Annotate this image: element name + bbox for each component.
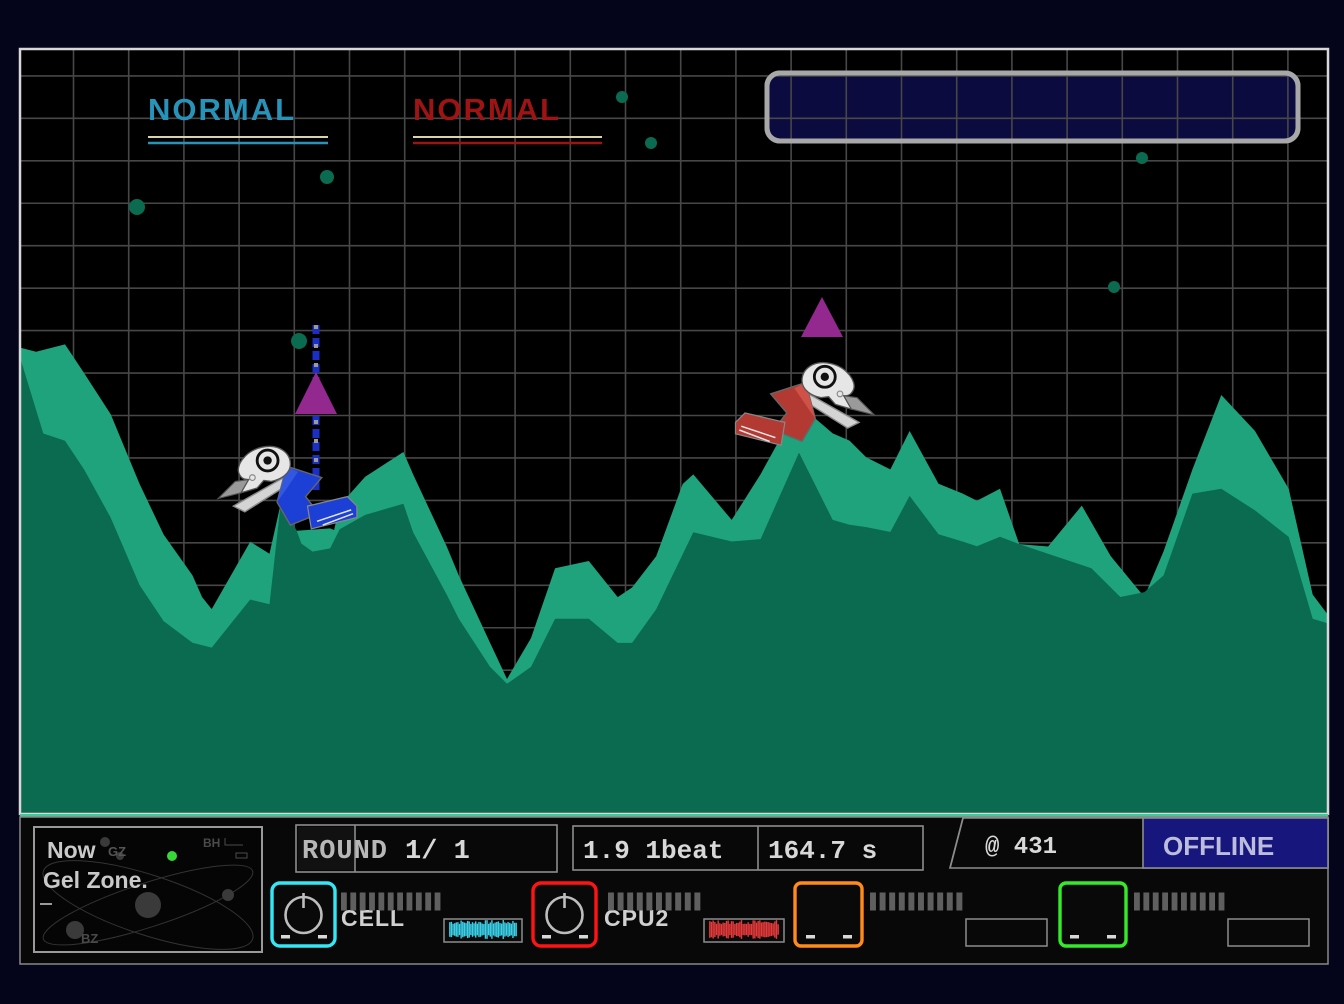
svg-text:ROUND: ROUND xyxy=(302,837,388,867)
svg-text:BZ: BZ xyxy=(81,931,98,946)
svg-text:BH: BH xyxy=(203,836,220,850)
svg-text:NORMAL: NORMAL xyxy=(148,92,296,127)
svg-text:GZ: GZ xyxy=(108,844,126,859)
svg-text:Now: Now xyxy=(47,837,96,863)
svg-text:@ 431: @ 431 xyxy=(985,834,1057,861)
svg-text:1/ 1: 1/ 1 xyxy=(405,837,470,867)
svg-text:Gel Zone.: Gel Zone. xyxy=(43,867,148,893)
svg-text:NORMAL: NORMAL xyxy=(413,92,561,127)
svg-text:1.9 1beat: 1.9 1beat xyxy=(583,836,723,866)
svg-text:OFFLINE: OFFLINE xyxy=(1163,831,1274,861)
svg-text:164.7 s: 164.7 s xyxy=(768,836,877,866)
